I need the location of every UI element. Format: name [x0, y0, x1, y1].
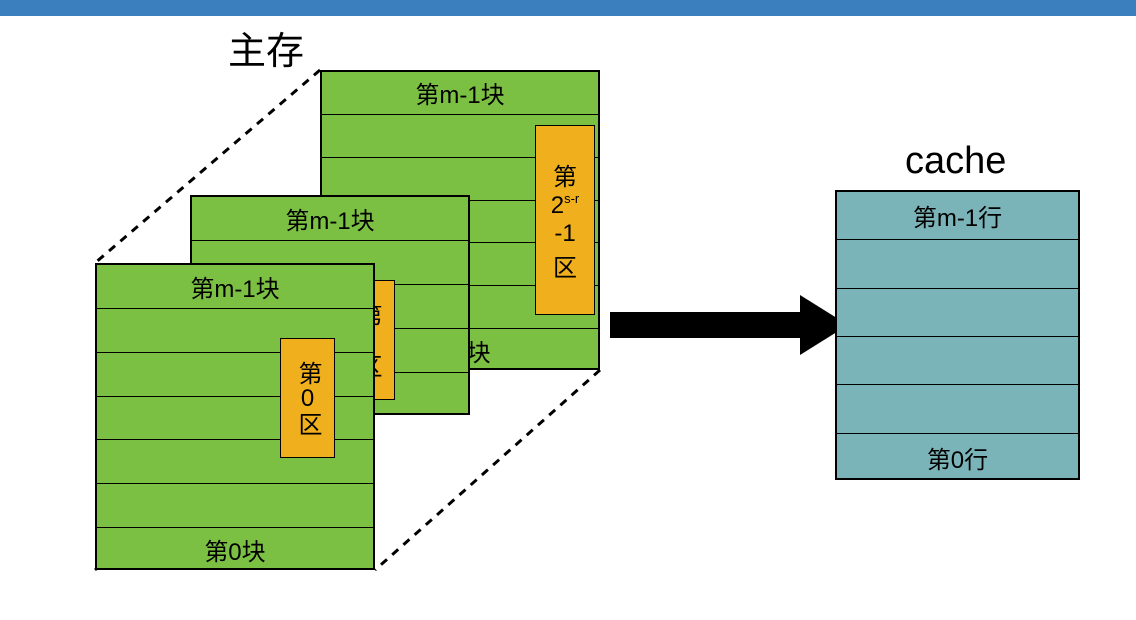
cache-stack-row [837, 385, 1078, 433]
memory-stack-front-row: 第0块 [97, 528, 373, 572]
memory-stack-back-row: 第m-1块 [322, 72, 598, 115]
cache-stack-row [837, 240, 1078, 288]
memory-stack-front-row [97, 484, 373, 528]
cache-stack-row: 第0行 [837, 434, 1078, 482]
cache-stack-row [837, 289, 1078, 337]
cache-stack-row [837, 337, 1078, 385]
arrow-shaft [610, 312, 800, 338]
memory-stack-mid-row: 第m-1块 [192, 197, 468, 241]
cache-stack: 第m-1行第0行 [835, 190, 1080, 480]
cache-stack-row: 第m-1行 [837, 192, 1078, 240]
diagram-stage: 主存 cache 第m-1块第0块第2s-r-1区第m-1块第1区第m-1块第0… [0, 0, 1136, 620]
mapping-arrow [610, 295, 848, 355]
zone-tag-back: 第2s-r-1区 [535, 125, 595, 315]
zone-tag-front: 第0区 [280, 338, 335, 458]
memory-stack-front-row: 第m-1块 [97, 265, 373, 309]
